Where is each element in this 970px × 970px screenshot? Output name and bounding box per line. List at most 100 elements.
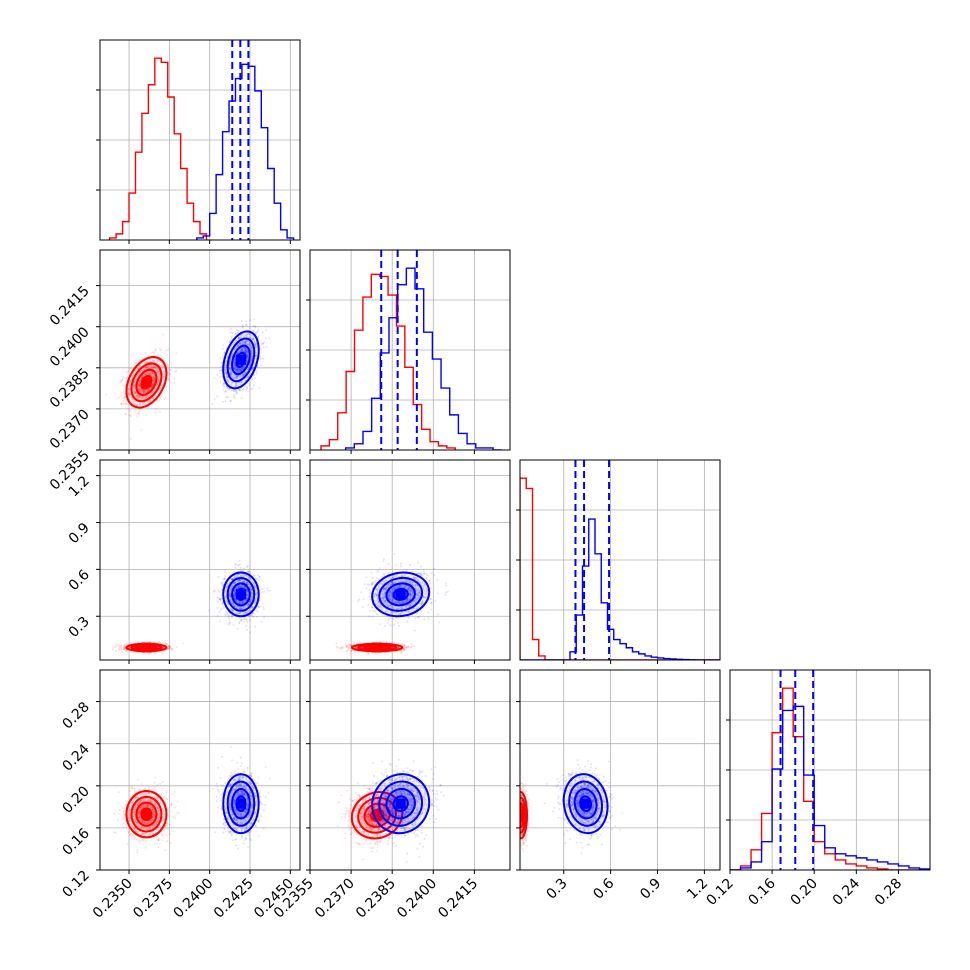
sample-point-blue bbox=[238, 367, 241, 370]
sample-point-red bbox=[344, 642, 347, 645]
sample-point-red bbox=[143, 390, 146, 393]
sample-point-red bbox=[127, 391, 130, 394]
sample-point-red bbox=[164, 642, 167, 645]
sample-point-blue bbox=[233, 589, 236, 592]
sample-point-blue bbox=[237, 606, 240, 608]
sample-point-blue bbox=[239, 375, 242, 378]
sample-point-blue bbox=[254, 326, 257, 329]
sample-point-red bbox=[152, 378, 155, 381]
sample-point-blue bbox=[238, 336, 240, 339]
sample-point-red bbox=[144, 391, 147, 394]
sample-point-red bbox=[139, 396, 142, 398]
sample-point-blue bbox=[251, 350, 253, 353]
sample-point-red bbox=[156, 371, 159, 374]
sample-point-blue bbox=[234, 385, 237, 388]
sample-point-blue bbox=[249, 600, 252, 603]
sample-point-blue bbox=[251, 606, 254, 609]
sample-point-red bbox=[145, 396, 148, 399]
sample-point-red bbox=[156, 362, 159, 365]
sample-point-blue bbox=[238, 600, 241, 603]
sample-point-blue bbox=[223, 382, 225, 385]
sample-point-blue bbox=[238, 389, 241, 392]
sample-point-blue bbox=[244, 349, 247, 352]
sample-point-blue bbox=[242, 613, 245, 616]
sample-point-blue bbox=[230, 372, 233, 375]
sample-point-blue bbox=[218, 620, 221, 623]
sample-point-blue bbox=[216, 395, 219, 398]
histogram-blue-series bbox=[344, 267, 502, 450]
sample-point-blue bbox=[246, 350, 249, 353]
sample-point-blue bbox=[253, 586, 256, 588]
sample-point-blue bbox=[248, 583, 250, 586]
sample-point-blue bbox=[224, 372, 227, 375]
sample-point-blue bbox=[236, 345, 239, 348]
sample-point-blue bbox=[251, 356, 254, 359]
sample-point-blue bbox=[244, 346, 247, 349]
sample-point-red bbox=[135, 395, 137, 398]
sample-point-red bbox=[129, 381, 132, 384]
sample-point-blue bbox=[268, 589, 271, 592]
sample-point-blue bbox=[238, 585, 241, 588]
sample-point-blue bbox=[244, 350, 247, 353]
sample-point-red bbox=[169, 373, 172, 376]
sample-point-red bbox=[146, 361, 149, 364]
sample-point-red bbox=[132, 387, 135, 390]
sample-point-blue bbox=[242, 611, 245, 614]
sample-point-red bbox=[400, 650, 403, 653]
sample-point-blue bbox=[228, 368, 231, 370]
sample-point-red bbox=[138, 383, 141, 386]
sample-point-red bbox=[129, 392, 132, 395]
sample-point-blue bbox=[244, 371, 247, 374]
sample-point-red bbox=[139, 403, 142, 406]
sample-point-red bbox=[123, 643, 126, 646]
sample-point-blue bbox=[246, 590, 249, 593]
histogram-panel-0 bbox=[100, 40, 300, 240]
sample-point-red bbox=[157, 375, 160, 378]
sample-point-blue bbox=[239, 586, 242, 588]
sample-point-blue bbox=[242, 600, 245, 602]
sample-point-blue bbox=[229, 590, 232, 593]
sample-point-blue bbox=[241, 374, 244, 377]
sample-point-blue bbox=[228, 622, 231, 625]
sample-point-red bbox=[149, 360, 152, 363]
sample-point-blue bbox=[238, 342, 241, 345]
sample-point-red bbox=[145, 372, 148, 375]
sample-point-blue bbox=[250, 359, 253, 362]
sample-point-blue bbox=[220, 581, 223, 584]
sample-point-red bbox=[144, 362, 147, 365]
sample-point-blue bbox=[240, 381, 243, 384]
sample-point-blue bbox=[239, 388, 241, 391]
sample-point-blue bbox=[227, 623, 230, 626]
sample-point-blue bbox=[245, 348, 248, 351]
sample-point-blue bbox=[238, 375, 241, 378]
sample-point-blue bbox=[246, 597, 249, 600]
sample-point-red bbox=[159, 364, 162, 367]
sample-point-blue bbox=[247, 570, 250, 573]
sample-point-red bbox=[146, 365, 149, 368]
sample-point-blue bbox=[240, 585, 243, 588]
sample-point-blue bbox=[239, 350, 242, 353]
sample-point-red bbox=[169, 645, 172, 648]
sample-point-blue bbox=[230, 346, 233, 349]
sample-point-blue bbox=[250, 351, 253, 354]
sample-point-red bbox=[146, 395, 149, 398]
sample-point-red bbox=[152, 359, 155, 362]
sample-point-blue bbox=[228, 388, 231, 390]
sample-point-blue bbox=[239, 343, 242, 345]
sample-point-red bbox=[158, 641, 161, 643]
sample-point-red bbox=[138, 413, 141, 416]
sample-point-blue bbox=[250, 387, 253, 390]
sample-point-red bbox=[170, 649, 173, 651]
sample-point-blue bbox=[252, 582, 255, 585]
sample-point-blue bbox=[260, 364, 263, 367]
sample-point-blue bbox=[246, 353, 249, 356]
sample-point-blue bbox=[236, 369, 239, 372]
sample-point-red bbox=[151, 383, 154, 386]
sample-point-red bbox=[148, 373, 151, 376]
sample-point-blue bbox=[220, 365, 223, 368]
sample-point-blue bbox=[238, 368, 241, 371]
sample-point-red bbox=[141, 390, 144, 392]
sample-point-blue bbox=[246, 354, 249, 357]
sample-point-blue bbox=[245, 360, 248, 362]
sample-point-red bbox=[353, 642, 356, 645]
